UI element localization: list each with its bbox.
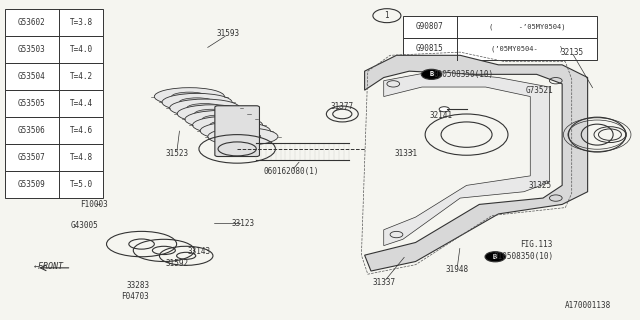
FancyBboxPatch shape bbox=[403, 38, 597, 60]
Text: G90807: G90807 bbox=[416, 22, 444, 31]
Text: 31337: 31337 bbox=[372, 278, 396, 287]
Text: G90815: G90815 bbox=[416, 44, 444, 53]
Polygon shape bbox=[365, 55, 588, 271]
FancyBboxPatch shape bbox=[4, 36, 103, 63]
Text: T=4.8: T=4.8 bbox=[70, 153, 93, 162]
Ellipse shape bbox=[202, 115, 238, 124]
Text: G53509: G53509 bbox=[18, 180, 45, 189]
Ellipse shape bbox=[208, 128, 278, 145]
Circle shape bbox=[439, 107, 449, 112]
Text: G53507: G53507 bbox=[18, 153, 45, 162]
Text: 060162080(1): 060162080(1) bbox=[264, 167, 319, 176]
Ellipse shape bbox=[185, 110, 255, 128]
FancyBboxPatch shape bbox=[215, 106, 259, 156]
Text: 33123: 33123 bbox=[232, 219, 255, 228]
FancyBboxPatch shape bbox=[403, 16, 597, 38]
Ellipse shape bbox=[177, 105, 247, 123]
FancyBboxPatch shape bbox=[4, 144, 103, 171]
Ellipse shape bbox=[225, 132, 260, 141]
Text: F04703: F04703 bbox=[122, 292, 149, 301]
Text: ←FRONT: ←FRONT bbox=[34, 262, 64, 271]
Ellipse shape bbox=[179, 98, 215, 107]
Text: 31331: 31331 bbox=[394, 149, 417, 158]
Text: B: B bbox=[493, 254, 497, 260]
Text: 010508350(10): 010508350(10) bbox=[433, 70, 493, 79]
Circle shape bbox=[421, 69, 442, 79]
Text: G53602: G53602 bbox=[18, 18, 45, 27]
Ellipse shape bbox=[210, 121, 246, 130]
Polygon shape bbox=[384, 71, 549, 246]
Text: 32135: 32135 bbox=[560, 48, 583, 57]
Text: 31377: 31377 bbox=[331, 101, 354, 111]
Text: T=5.0: T=5.0 bbox=[70, 180, 93, 189]
Circle shape bbox=[485, 252, 506, 262]
FancyBboxPatch shape bbox=[4, 9, 103, 36]
Text: 31325: 31325 bbox=[528, 181, 552, 190]
Text: G53504: G53504 bbox=[18, 72, 45, 81]
Text: 31948: 31948 bbox=[445, 265, 468, 274]
Text: G53503: G53503 bbox=[18, 45, 45, 54]
Ellipse shape bbox=[195, 109, 230, 118]
Text: F10003: F10003 bbox=[80, 200, 108, 209]
Text: 31523: 31523 bbox=[165, 149, 188, 158]
FancyBboxPatch shape bbox=[4, 90, 103, 117]
Text: B: B bbox=[429, 71, 434, 77]
Text: (’05MY0504-     ): (’05MY0504- ) bbox=[491, 46, 563, 52]
Ellipse shape bbox=[154, 88, 225, 105]
Text: T=4.6: T=4.6 bbox=[70, 126, 93, 135]
Text: G73521: G73521 bbox=[526, 86, 554, 95]
Text: T=4.0: T=4.0 bbox=[70, 45, 93, 54]
Ellipse shape bbox=[162, 93, 232, 111]
Text: 33143: 33143 bbox=[188, 247, 211, 257]
Text: T=4.4: T=4.4 bbox=[70, 99, 93, 108]
Text: 1: 1 bbox=[385, 11, 389, 20]
Text: G43005: G43005 bbox=[70, 220, 98, 229]
Text: 31592: 31592 bbox=[165, 259, 188, 268]
Ellipse shape bbox=[193, 116, 262, 134]
Text: (      -’05MY0504): ( -’05MY0504) bbox=[489, 23, 565, 30]
Text: T=3.8: T=3.8 bbox=[70, 18, 93, 27]
Text: 33283: 33283 bbox=[127, 281, 150, 290]
Text: FIG.113: FIG.113 bbox=[520, 240, 553, 249]
Ellipse shape bbox=[170, 99, 240, 117]
Ellipse shape bbox=[218, 126, 253, 135]
FancyBboxPatch shape bbox=[4, 117, 103, 144]
FancyBboxPatch shape bbox=[4, 63, 103, 90]
Ellipse shape bbox=[172, 92, 207, 101]
Text: T=4.2: T=4.2 bbox=[70, 72, 93, 81]
FancyBboxPatch shape bbox=[4, 171, 103, 198]
Text: G53505: G53505 bbox=[18, 99, 45, 108]
Text: 32141: 32141 bbox=[429, 111, 452, 120]
Text: G53506: G53506 bbox=[18, 126, 45, 135]
Text: 010508350(10): 010508350(10) bbox=[494, 252, 554, 261]
Ellipse shape bbox=[187, 104, 223, 112]
Text: 31593: 31593 bbox=[216, 28, 239, 38]
Text: A170001138: A170001138 bbox=[564, 301, 611, 310]
Ellipse shape bbox=[200, 122, 270, 140]
